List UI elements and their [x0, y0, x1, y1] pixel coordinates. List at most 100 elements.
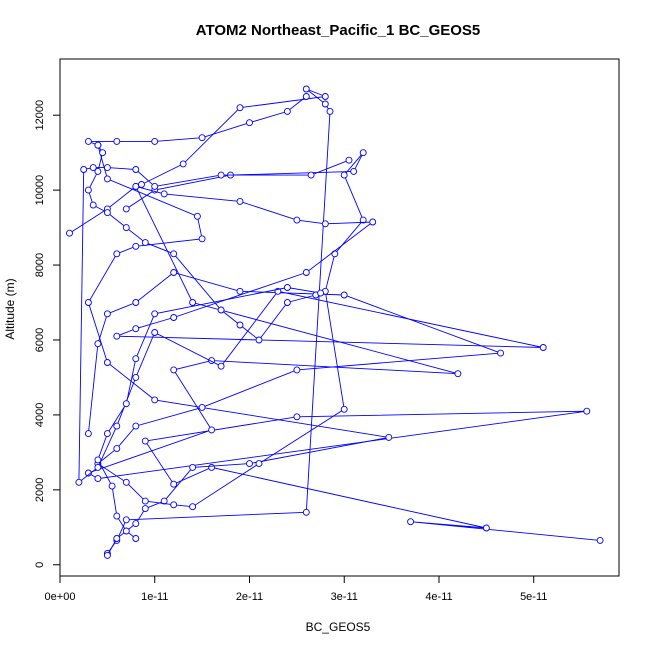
data-point	[132, 535, 140, 542]
data-point	[75, 478, 83, 486]
data-point	[103, 209, 111, 217]
data-point	[198, 235, 206, 243]
data-point	[369, 218, 377, 226]
data-point	[160, 190, 168, 198]
data-point	[236, 287, 244, 295]
data-point	[122, 527, 130, 535]
data-point	[151, 182, 159, 190]
data-point	[246, 460, 253, 468]
data-point	[151, 137, 159, 145]
data-point	[385, 433, 393, 441]
data-point	[132, 373, 140, 381]
data-point	[103, 551, 111, 559]
y-tick-label: 10000	[34, 175, 46, 206]
data-point	[596, 536, 604, 544]
data-point	[340, 405, 348, 413]
data-point	[113, 512, 121, 520]
data-point	[255, 336, 263, 344]
data-point	[151, 310, 159, 318]
series-layer	[66, 85, 604, 559]
data-point	[170, 366, 178, 374]
data-point	[340, 291, 348, 299]
data-point	[113, 445, 121, 453]
x-axis-label: BC_GEOS5	[306, 620, 371, 634]
data-point	[132, 182, 140, 190]
data-point	[113, 250, 121, 258]
data-point	[151, 329, 159, 336]
data-point	[302, 85, 310, 93]
data-point	[170, 480, 178, 488]
data-point	[141, 497, 149, 505]
data-point	[293, 366, 301, 374]
data-point	[141, 239, 149, 247]
y-tick-label: 0	[34, 562, 46, 568]
data-point	[94, 141, 102, 149]
data-point	[103, 430, 111, 438]
data-point	[350, 167, 358, 175]
data-point	[283, 107, 291, 115]
y-tick-label: 6000	[34, 328, 46, 352]
data-point	[345, 156, 353, 164]
data-point	[103, 175, 111, 183]
data-point	[122, 205, 130, 213]
data-point	[122, 224, 130, 232]
y-tick-label: 12000	[34, 100, 46, 131]
data-point	[217, 171, 225, 179]
data-point	[170, 314, 178, 321]
data-point	[307, 171, 315, 179]
data-point	[132, 520, 140, 528]
data-point	[246, 119, 253, 127]
x-tick-label: 0e+00	[45, 591, 76, 603]
data-point	[189, 299, 197, 306]
series-4	[66, 156, 547, 486]
data-point	[583, 407, 591, 415]
data-point	[454, 370, 462, 378]
x-tick-label: 4e-11	[425, 591, 452, 603]
data-point	[80, 166, 88, 173]
data-point	[138, 181, 145, 188]
data-point	[217, 362, 225, 370]
data-point	[193, 212, 201, 220]
y-tick-label: 4000	[34, 403, 46, 427]
data-point	[189, 463, 197, 471]
data-point	[302, 269, 310, 276]
data-point	[539, 344, 547, 351]
data-point	[198, 134, 206, 142]
data-point	[208, 426, 216, 434]
data-point	[170, 501, 178, 509]
x-tick-label: 5e-11	[520, 591, 547, 603]
data-point	[122, 478, 130, 486]
data-point	[103, 164, 111, 172]
data-point	[359, 149, 367, 157]
data-point	[302, 508, 310, 516]
x-tick-label: 1e-11	[141, 591, 168, 603]
data-point	[208, 463, 216, 471]
data-point	[122, 400, 130, 408]
series-3	[84, 149, 505, 511]
series-line	[87, 152, 501, 508]
data-point	[84, 430, 92, 438]
data-point	[482, 524, 490, 532]
y-tick-label: 2000	[34, 478, 46, 502]
data-point	[170, 269, 178, 276]
data-point	[84, 137, 92, 145]
data-point	[141, 437, 149, 445]
data-point	[189, 503, 197, 511]
data-point	[99, 149, 107, 157]
data-point	[94, 167, 102, 175]
data-point	[359, 216, 367, 224]
data-point	[236, 197, 244, 205]
data-point	[132, 166, 140, 173]
data-point	[113, 422, 121, 430]
y-tick-label: 8000	[34, 253, 46, 277]
data-point	[89, 201, 97, 209]
data-point	[66, 229, 73, 237]
data-point	[331, 250, 339, 258]
data-point	[302, 93, 310, 100]
data-point	[84, 299, 92, 306]
data-point	[317, 289, 325, 297]
data-point	[160, 497, 168, 505]
data-point	[113, 332, 121, 340]
